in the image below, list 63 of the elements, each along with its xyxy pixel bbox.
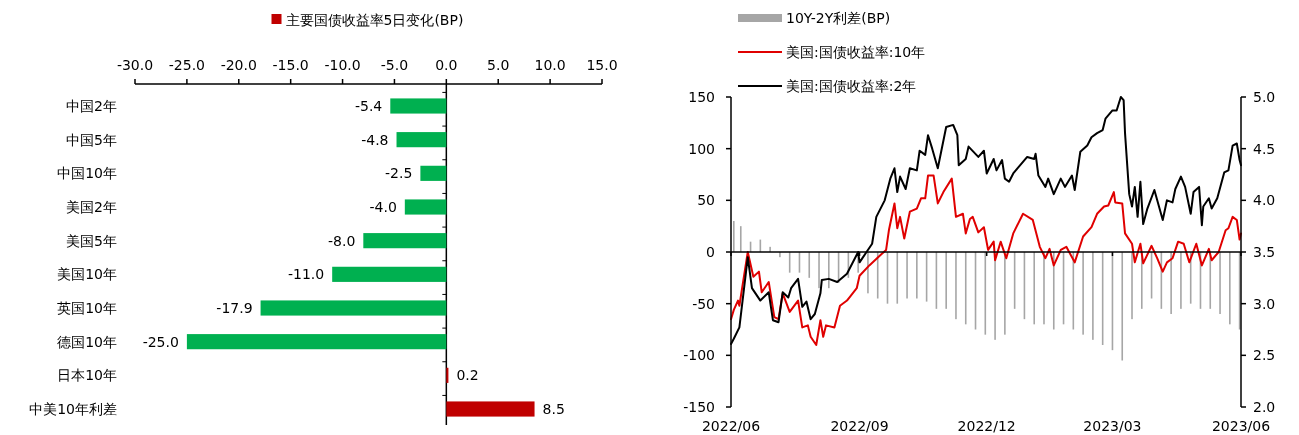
y2-tick-label: 4.5	[1253, 140, 1276, 157]
data-label: 0.2	[456, 367, 479, 384]
x-tick-label: 2022/12	[957, 418, 1016, 434]
bar	[396, 132, 447, 148]
y-tick-label: 美国2年	[66, 199, 117, 215]
y-tick-label: 中国2年	[66, 97, 117, 114]
x-tick-label: 15.0	[586, 57, 618, 73]
y-tick-label: 0	[706, 244, 715, 260]
legend-label: 10Y-2Y利差(BP)	[786, 10, 891, 26]
x-tick-label: 2023/06	[1211, 418, 1271, 434]
y-tick-label: 美国10年	[57, 266, 117, 283]
x-tick-label: 0.0	[435, 57, 458, 73]
y-tick-label: 中美10年利差	[29, 401, 117, 418]
y-tick-label: 德国10年	[57, 333, 117, 350]
y-tick-label: 美国5年	[66, 232, 117, 249]
y2-tick-label: 2.5	[1253, 347, 1276, 364]
x-tick-label: -10.0	[324, 57, 361, 73]
data-label: -17.9	[216, 300, 253, 316]
data-label: -5.4	[354, 97, 383, 114]
x-tick-label: 2022/06	[701, 418, 761, 434]
y-tick-label: -150	[683, 399, 715, 415]
data-label: -4.0	[369, 199, 397, 215]
y-tick-label: 英国10年	[57, 300, 117, 316]
bar	[260, 300, 447, 316]
x-tick-label: 2023/03	[1083, 418, 1142, 434]
x-tick-label: 10.0	[534, 57, 566, 73]
legend-label: 主要国债收益率5日变化(BP)	[285, 12, 464, 28]
bar	[363, 233, 447, 249]
data-label: -11.0	[287, 266, 325, 283]
x-tick-label: -5.0	[380, 57, 409, 73]
y-tick-label: 100	[688, 140, 715, 157]
bar	[446, 367, 449, 383]
data-label: -25.0	[142, 333, 179, 350]
y2-tick-label: 2.0	[1253, 399, 1276, 415]
y-tick-label: 150	[688, 89, 715, 105]
x-tick-label: -25.0	[168, 57, 206, 73]
legend-label: 美国:国债收益率:2年	[786, 78, 917, 94]
y-tick-label: -50	[692, 295, 715, 312]
bar	[446, 401, 535, 417]
data-label: -4.8	[361, 131, 389, 148]
bar	[332, 266, 447, 282]
x-tick-label: -20.0	[220, 57, 257, 73]
legend-label: 美国:国债收益率:10年	[786, 44, 926, 60]
x-tick-label: -30.0	[116, 57, 154, 73]
y-tick-label: 中国5年	[66, 131, 117, 148]
y2-tick-label: 3.0	[1253, 295, 1276, 312]
data-label: -8.0	[327, 232, 356, 249]
x-tick-label: 5.0	[487, 57, 510, 73]
x-tick-label: 2022/09	[830, 418, 889, 434]
bar	[186, 334, 447, 350]
y2-tick-label: 4.0	[1253, 192, 1276, 209]
y2-tick-label: 5.0	[1253, 89, 1276, 105]
y-tick-label: -100	[683, 347, 715, 364]
bar	[404, 199, 447, 215]
y2-tick-label: 3.5	[1253, 244, 1276, 260]
y-tick-label: 50	[697, 192, 715, 209]
y-tick-label: 中国10年	[57, 165, 117, 182]
y-tick-label: 日本10年	[57, 367, 117, 384]
bar	[390, 98, 447, 114]
data-label: -2.5	[385, 165, 413, 182]
bar	[420, 165, 447, 181]
data-label: 8.5	[542, 401, 565, 418]
x-tick-label: -15.0	[272, 57, 309, 73]
